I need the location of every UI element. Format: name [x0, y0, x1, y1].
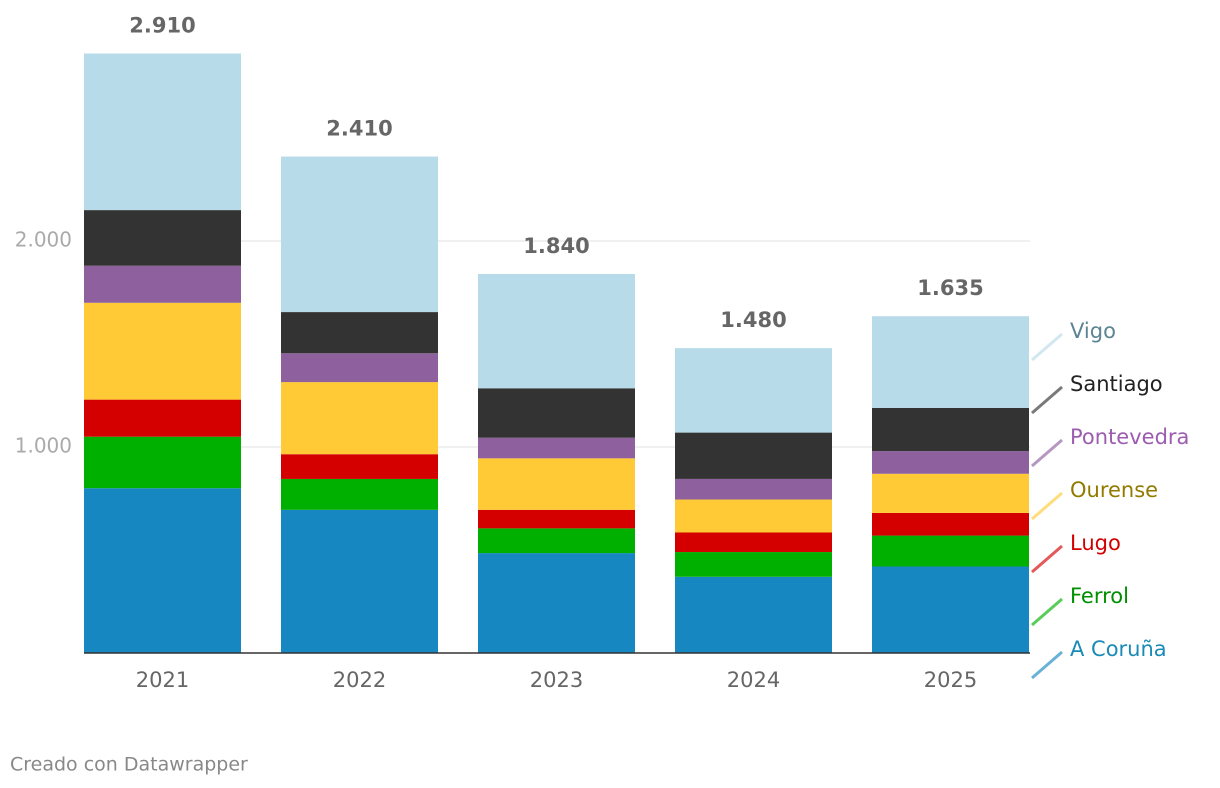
legend-label: A Coruña	[1070, 637, 1167, 661]
legend-line	[1031, 438, 1063, 468]
bar-segment	[84, 436, 241, 489]
bar-segment	[872, 512, 1029, 536]
bar-segment	[84, 210, 241, 266]
y-tick-label: 1.000	[15, 434, 72, 458]
bar-segment	[872, 535, 1029, 567]
bar-segment	[281, 382, 438, 455]
bar-segment	[675, 499, 832, 533]
bar-segment	[675, 348, 832, 433]
y-tick-label: 2.000	[15, 228, 72, 252]
x-tick-label: 2023	[530, 668, 583, 692]
footer: Creado con Datawrapper	[10, 754, 248, 776]
bar-segment	[478, 528, 635, 554]
bar-segment	[281, 509, 438, 653]
total-label: 2.410	[326, 117, 392, 141]
bar-segment	[84, 488, 241, 653]
bar-segment	[84, 265, 241, 303]
bar-segment	[281, 353, 438, 383]
legend-line	[1031, 544, 1063, 574]
bar-segment	[84, 399, 241, 437]
legend-line	[1031, 597, 1063, 627]
bar-segment	[675, 552, 832, 577]
bar-segment	[281, 454, 438, 479]
bar-segment	[281, 156, 438, 313]
bar-segment	[872, 451, 1029, 474]
legend-label: Lugo	[1070, 531, 1121, 555]
legend-line	[1031, 491, 1063, 521]
x-tick-label: 2021	[136, 668, 189, 692]
total-label: 1.635	[917, 276, 983, 300]
bar-segment	[872, 566, 1029, 653]
bar-segment	[478, 273, 635, 389]
bar-segment	[281, 478, 438, 510]
bar-segment	[872, 316, 1029, 408]
bar-segment	[478, 388, 635, 438]
legend-label: Pontevedra	[1070, 425, 1189, 449]
total-label: 2.910	[129, 14, 195, 38]
legend-line	[1031, 332, 1063, 362]
bar-segment	[478, 509, 635, 529]
legend-line	[1031, 650, 1063, 680]
legend-label: Santiago	[1070, 372, 1163, 396]
bar-segment	[84, 53, 241, 211]
legend-line	[1031, 385, 1063, 415]
bar-segment	[478, 437, 635, 459]
bar-segment	[872, 407, 1029, 452]
bar-segment	[675, 532, 832, 553]
total-label: 1.840	[523, 234, 589, 258]
x-tick-label: 2024	[727, 668, 780, 692]
legend-label: Ferrol	[1070, 584, 1129, 608]
bar-segment	[281, 312, 438, 354]
legend-label: Ourense	[1070, 478, 1158, 502]
bar-segment	[872, 473, 1029, 513]
bar-segment	[478, 458, 635, 510]
x-tick-label: 2025	[924, 668, 977, 692]
bar-segment	[478, 553, 635, 653]
legend-label: Vigo	[1070, 319, 1116, 343]
bar-segment	[84, 302, 241, 400]
bar-segment	[675, 478, 832, 500]
bar-segment	[675, 432, 832, 479]
total-label: 1.480	[720, 308, 786, 332]
x-tick-label: 2022	[333, 668, 386, 692]
bar-segment	[675, 576, 832, 653]
